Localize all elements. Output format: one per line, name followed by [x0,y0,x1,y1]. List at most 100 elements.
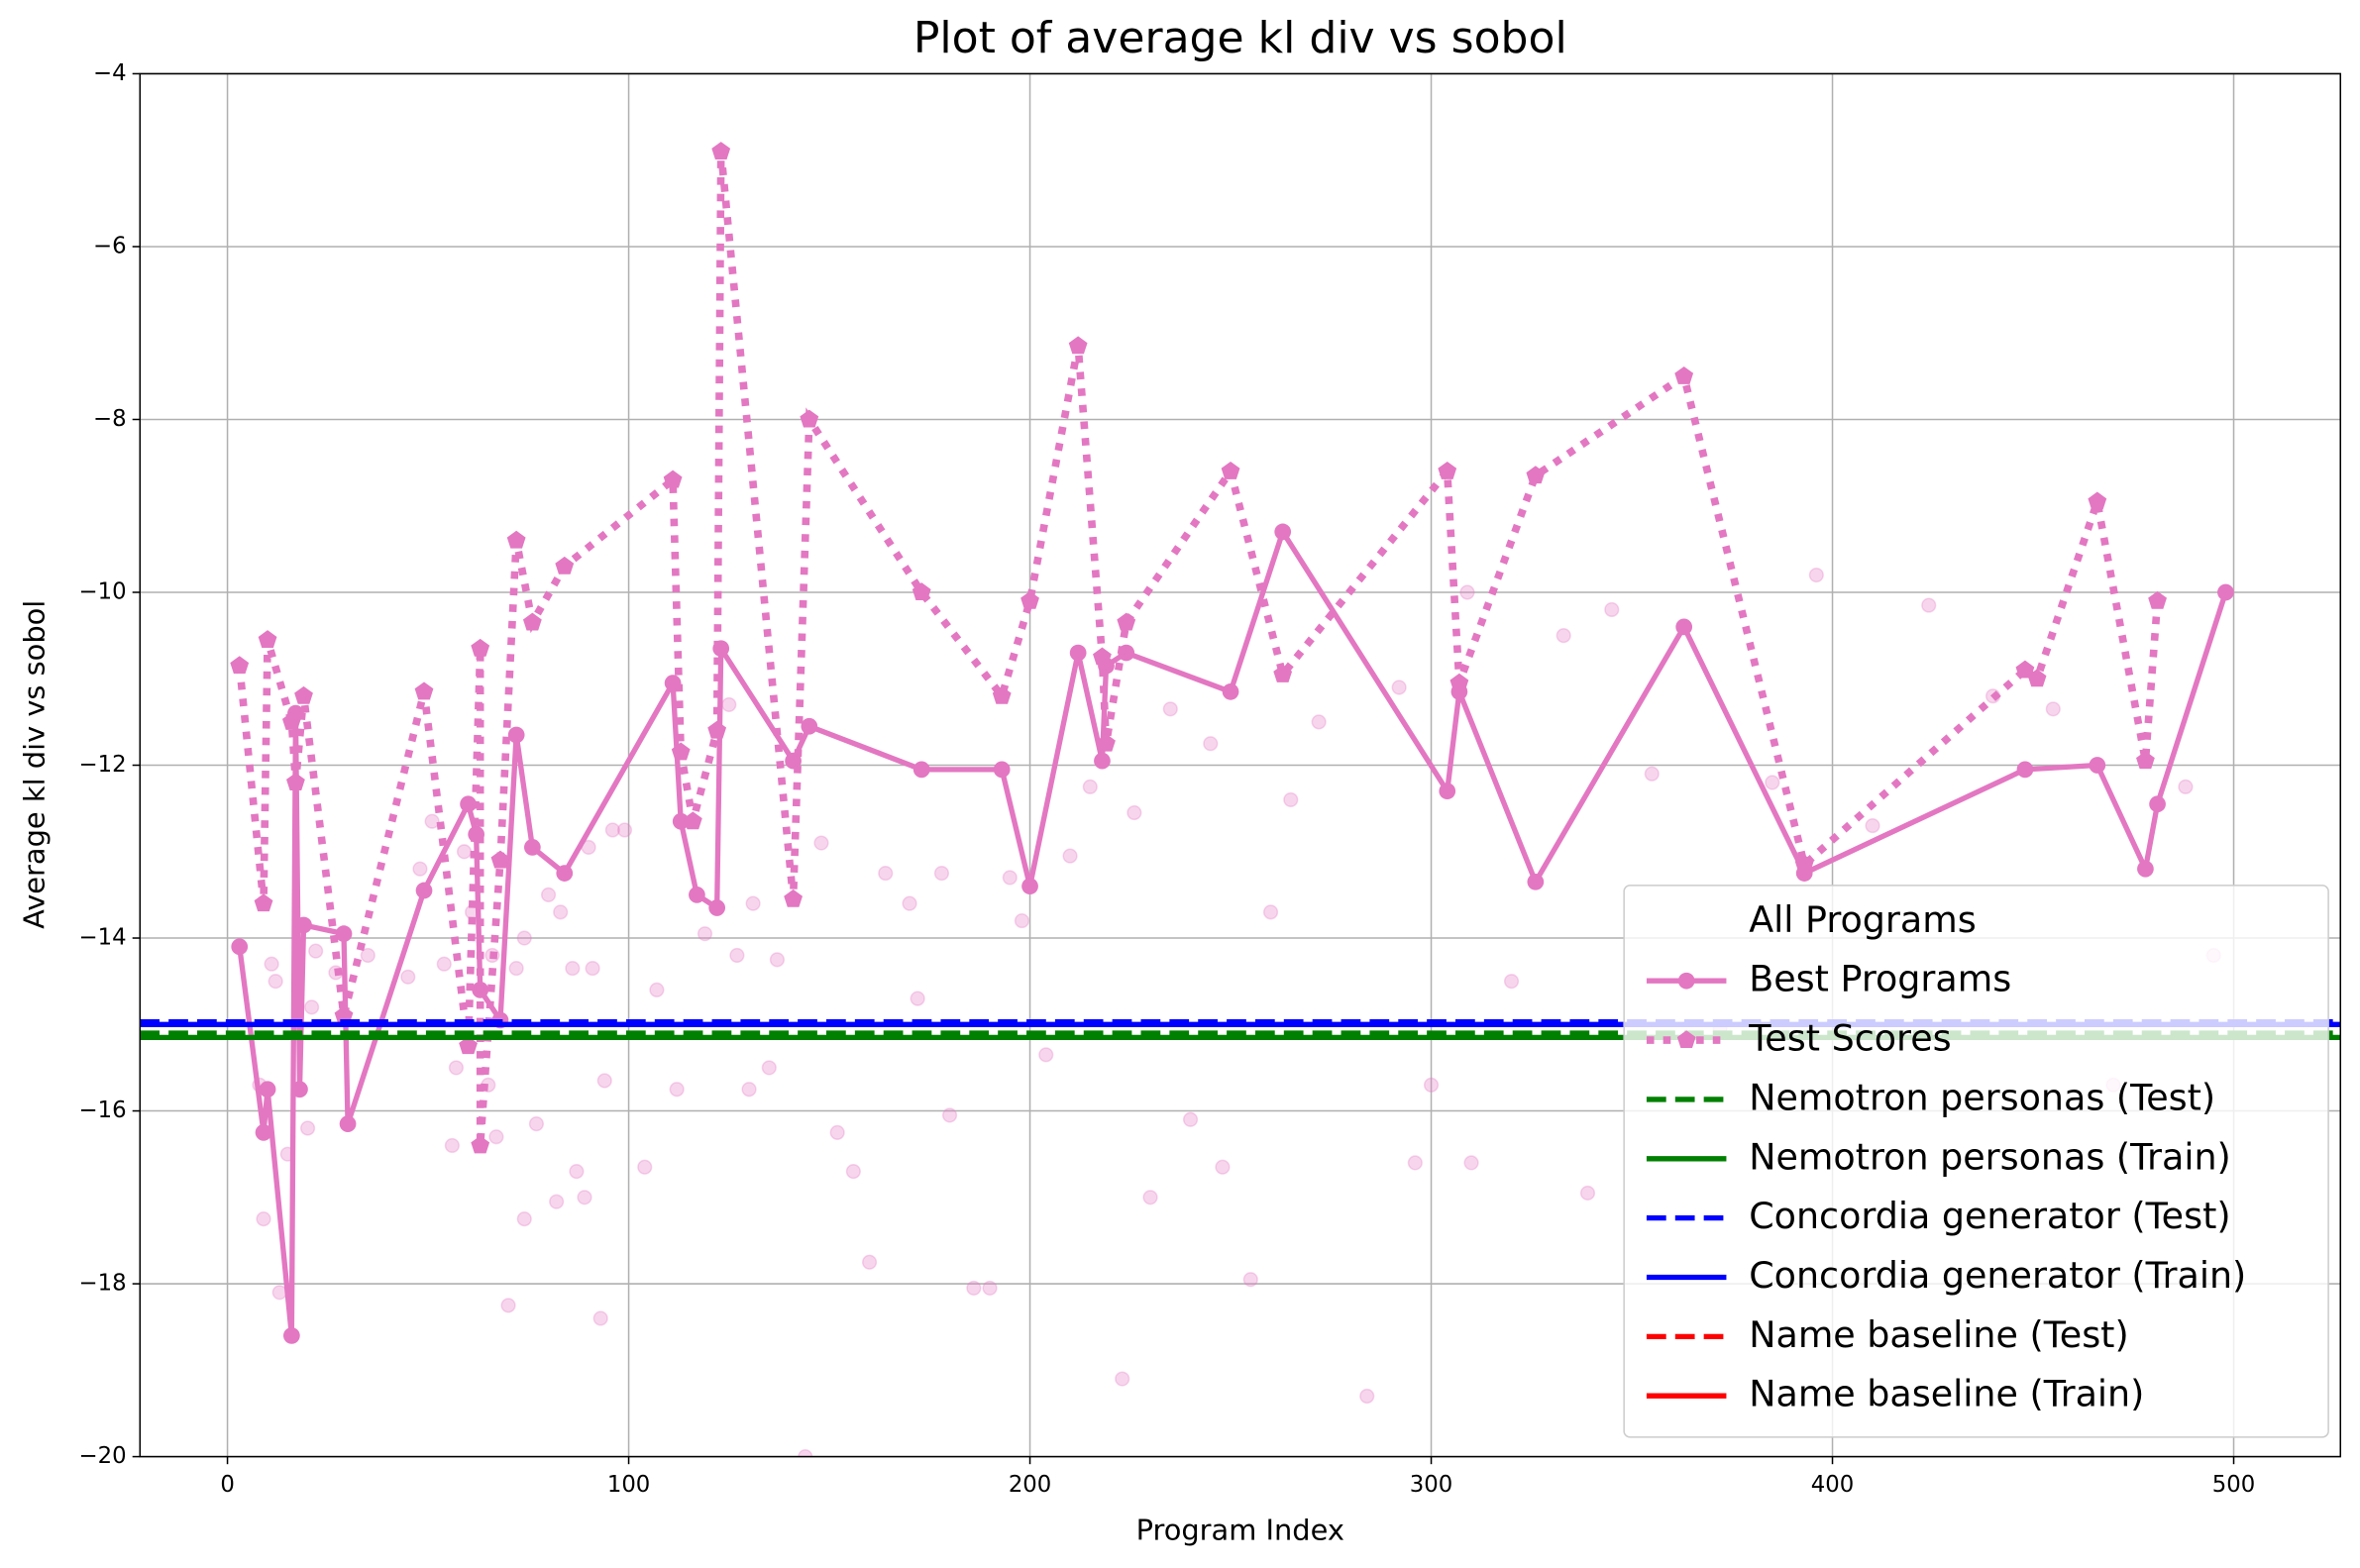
test-point [1221,461,1240,479]
program-point [549,1194,565,1209]
test-point [2088,491,2107,510]
y-tick-label: −14 [79,925,127,951]
y-tick-label: −20 [79,1443,127,1469]
test-point [1794,854,1814,873]
legend-entry: Best Programs [1646,958,2011,1000]
best-point [335,925,353,943]
legend-symbol [1679,914,1694,929]
program-point [299,1120,316,1136]
program-point [1126,804,1142,821]
program-point [540,887,557,902]
test-point [254,893,273,912]
legend-label: Best Programs [1749,958,2011,1000]
program-point [2178,779,2194,794]
program-point [360,947,375,964]
program-point [592,1310,608,1326]
best-point [708,899,726,916]
best-point [1222,682,1239,700]
test-point [912,582,931,600]
best-point [507,726,525,744]
program-point [729,947,745,964]
best-point [801,717,818,735]
program-point [1459,584,1475,600]
program-point [829,1124,845,1140]
program-point [1423,1077,1440,1093]
program-point [1921,597,1937,613]
best-point [912,761,930,779]
test-point [1526,466,1546,484]
test-point [784,889,804,907]
program-point [488,1129,504,1145]
best-point [556,865,574,882]
plot-area [140,142,2341,1457]
best-point [1527,873,1545,890]
test-point [1097,733,1116,752]
program-point [1808,567,1824,583]
best-point [231,938,249,956]
program-point [1644,766,1660,782]
best-point [1439,783,1456,800]
best-point [255,1124,272,1141]
y-tick-label: −18 [79,1271,127,1297]
test-point [490,850,510,869]
program-point [910,991,925,1006]
program-point [813,835,829,851]
test-point [1093,647,1112,666]
best-point [524,839,541,856]
program-point [1765,775,1780,790]
test-point [1273,665,1293,682]
test-point [800,409,819,428]
best-point [993,761,1011,779]
program-point [1082,779,1098,794]
program-point [264,956,279,972]
best-point [785,752,802,770]
best-point [291,1081,308,1098]
test-point [2136,751,2155,770]
y-tick-label: −6 [93,233,127,259]
program-point [861,1254,878,1270]
program-point [1865,817,1880,834]
test-point [1449,673,1469,691]
program-point [933,865,950,882]
program-point [1203,736,1219,752]
ticks: 0 100 200 300 400 500 −20 −18 −16 −14 −12 −10 −8 −6 −4 [79,60,2256,1498]
test-point [1674,366,1694,384]
best-point [1021,878,1038,895]
test-point [2027,669,2047,687]
test-point [258,630,277,648]
test-point [1020,590,1039,609]
program-point [1391,679,1407,695]
program-point [424,813,440,829]
legend-entry: Concordia generator (Test) [1646,1195,2231,1237]
test-point [294,685,313,704]
test-point [414,681,434,700]
program-point [304,999,320,1015]
program-point [400,969,416,985]
program-point [444,1137,460,1154]
test-point [992,685,1012,704]
program-point [878,865,894,882]
y-tick-label: −8 [93,406,127,432]
program-point [1162,701,1178,717]
program-point [1579,1185,1596,1202]
program-point [966,1280,982,1297]
best-point [283,1327,300,1344]
program-point [1002,870,1018,886]
program-point [1014,912,1030,929]
best-point [295,916,312,934]
program-point [1283,791,1299,808]
legend-label: Name baseline (Train) [1749,1373,2144,1415]
program-point [1142,1190,1158,1205]
program-point [721,696,737,713]
program-point [500,1298,516,1313]
program-point [769,952,786,968]
test-point [459,1036,478,1055]
program-point [516,1211,532,1227]
program-point [1359,1388,1375,1405]
legend-label: Nemotron personas (Test) [1749,1076,2215,1118]
best-point [1675,618,1693,636]
test-point [707,720,727,739]
legend-label: Nemotron personas (Train) [1749,1135,2231,1178]
program-point [1407,1155,1423,1171]
